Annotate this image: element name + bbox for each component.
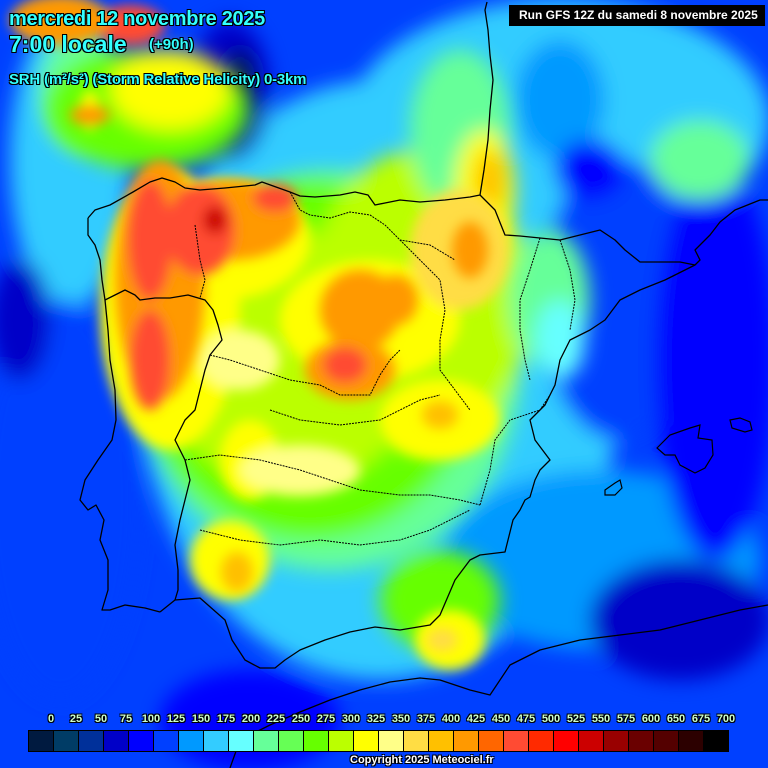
parameter-title: SRH (m²/s²) (Storm Relative Helicity) 0-…	[9, 71, 307, 88]
legend-label: 575	[616, 713, 636, 725]
legend-label: 450	[491, 713, 511, 725]
legend-swatch	[179, 731, 204, 751]
legend-label: 475	[516, 713, 536, 725]
legend-label: 650	[666, 713, 686, 725]
legend-swatch	[129, 731, 154, 751]
legend-label: 600	[641, 713, 661, 725]
legend-label: 50	[94, 713, 108, 725]
legend-swatch	[479, 731, 504, 751]
forecast-time: 7:00 locale	[9, 31, 127, 57]
legend-swatch	[579, 731, 604, 751]
north-africa-coastline	[229, 604, 768, 768]
legend-labels: 0 25 50 75 100 125 150 175 200 225 250 275 300 325 350…	[0, 713, 768, 727]
legend-swatch	[304, 731, 329, 751]
legend-swatch	[79, 731, 104, 751]
legend-swatch	[29, 731, 54, 751]
legend-label: 700	[716, 713, 736, 725]
legend-label: 400	[441, 713, 461, 725]
run-info-box: Run GFS 12Z du samedi 8 novembre 2025	[509, 5, 765, 26]
legend-swatch	[504, 731, 529, 751]
legend-swatch	[554, 731, 579, 751]
balearic-islands	[604, 417, 753, 496]
north-coastline	[87, 1, 494, 219]
legend-swatch	[604, 731, 629, 751]
legend-swatch	[354, 731, 379, 751]
spain-portugal-border	[104, 289, 223, 601]
legend-swatch	[204, 731, 229, 751]
legend-swatch	[679, 731, 704, 751]
legend-swatch	[404, 731, 429, 751]
legend-swatch	[229, 731, 254, 751]
legend-label: 75	[119, 713, 133, 725]
legend-swatch	[104, 731, 129, 751]
legend-swatch	[429, 731, 454, 751]
legend-label: 300	[341, 713, 361, 725]
legend-label: 425	[466, 713, 486, 725]
legend-label: 25	[69, 713, 83, 725]
legend-swatch	[254, 731, 279, 751]
legend-label: 550	[591, 713, 611, 725]
legend-label: 225	[266, 713, 286, 725]
legend-label: 200	[241, 713, 261, 725]
legend-swatch	[654, 731, 679, 751]
legend-swatch	[279, 731, 304, 751]
pyrenees-border	[479, 194, 696, 266]
legend-label: 175	[216, 713, 236, 725]
legend-label: 125	[166, 713, 186, 725]
legend-label: 525	[566, 713, 586, 725]
legend-label: 350	[391, 713, 411, 725]
legend-swatch	[379, 731, 404, 751]
legend-label: 500	[541, 713, 561, 725]
legend-label: 675	[691, 713, 711, 725]
legend-swatch	[629, 731, 654, 751]
menorca	[729, 417, 753, 433]
legend-label: 150	[191, 713, 211, 725]
legend-swatch	[529, 731, 554, 751]
coastlines-borders	[79, 1, 768, 768]
legend-label: 325	[366, 713, 386, 725]
legend-swatch	[454, 731, 479, 751]
legend-label: 275	[316, 713, 336, 725]
mallorca	[656, 424, 714, 474]
legend-label: 375	[416, 713, 436, 725]
legend-swatch	[329, 731, 354, 751]
internal-borders	[184, 191, 576, 546]
ibiza	[604, 479, 623, 496]
legend-label: 250	[291, 713, 311, 725]
legend-swatch	[54, 731, 79, 751]
legend-colorbar	[28, 730, 729, 752]
lead-time: (+90h)	[149, 36, 194, 53]
west-coastline	[79, 218, 161, 613]
forecast-date: mercredi 12 novembre 2025	[9, 8, 265, 30]
copyright: Copyright 2025 Meteociel.fr	[350, 754, 494, 766]
south-coastline	[159, 199, 768, 669]
legend-swatch	[154, 731, 179, 751]
legend-label: 0	[47, 713, 55, 725]
legend-label: 100	[141, 713, 161, 725]
legend-swatch	[704, 731, 728, 751]
